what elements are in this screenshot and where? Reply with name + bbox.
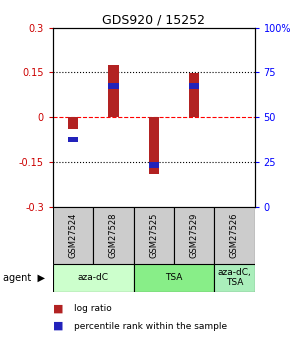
Text: GSM27524: GSM27524 — [69, 213, 78, 258]
Text: TSA: TSA — [165, 273, 183, 282]
Bar — [53, 207, 93, 264]
Bar — [134, 207, 174, 264]
Bar — [68, 137, 78, 142]
Bar — [149, 117, 159, 174]
Bar — [189, 83, 199, 89]
Text: GSM27526: GSM27526 — [230, 213, 239, 258]
Bar — [174, 207, 214, 264]
Text: agent  ▶: agent ▶ — [3, 273, 45, 283]
Bar — [214, 264, 255, 292]
Text: GSM27525: GSM27525 — [149, 213, 158, 258]
Bar — [108, 83, 118, 89]
Bar — [214, 207, 255, 264]
Bar — [93, 207, 134, 264]
Bar — [68, 117, 78, 129]
Text: GSM27529: GSM27529 — [190, 213, 198, 258]
Bar — [149, 162, 159, 168]
Bar — [108, 65, 118, 117]
Text: GSM27528: GSM27528 — [109, 213, 118, 258]
Text: ■: ■ — [53, 321, 64, 331]
Bar — [189, 73, 199, 117]
Text: aza-dC: aza-dC — [78, 273, 109, 282]
Text: aza-dC,
TSA: aza-dC, TSA — [218, 268, 251, 287]
Text: percentile rank within the sample: percentile rank within the sample — [74, 322, 227, 331]
Title: GDS920 / 15252: GDS920 / 15252 — [102, 13, 205, 27]
Text: log ratio: log ratio — [74, 304, 112, 313]
Bar — [53, 264, 134, 292]
Bar — [134, 264, 214, 292]
Text: ■: ■ — [53, 304, 64, 314]
